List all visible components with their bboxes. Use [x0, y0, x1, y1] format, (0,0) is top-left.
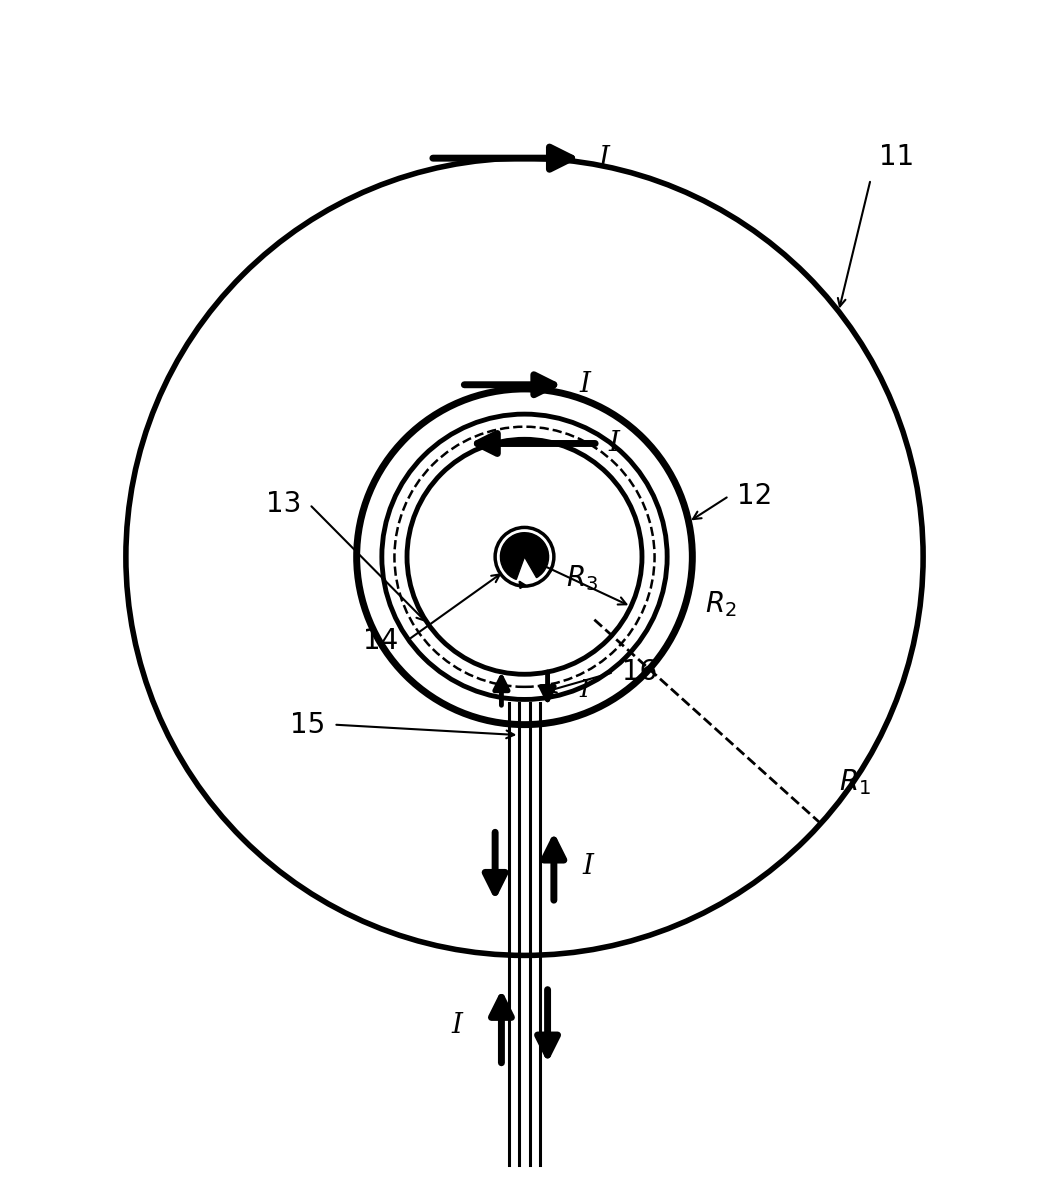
Wedge shape — [500, 533, 549, 579]
Text: I: I — [598, 145, 608, 172]
Text: $R_1$: $R_1$ — [839, 768, 871, 798]
Text: 12: 12 — [737, 482, 773, 510]
Text: I: I — [451, 1013, 462, 1039]
Text: 14: 14 — [363, 627, 399, 655]
Text: I: I — [579, 372, 590, 399]
Text: 13: 13 — [265, 490, 301, 519]
Text: 15: 15 — [290, 711, 325, 738]
Text: $R_3$: $R_3$ — [566, 563, 599, 592]
Text: I: I — [582, 852, 593, 880]
Text: I: I — [579, 679, 588, 702]
Text: $R_2$: $R_2$ — [705, 589, 736, 618]
Text: 11: 11 — [879, 142, 915, 171]
Text: I: I — [608, 430, 619, 457]
Text: 16: 16 — [622, 658, 658, 686]
